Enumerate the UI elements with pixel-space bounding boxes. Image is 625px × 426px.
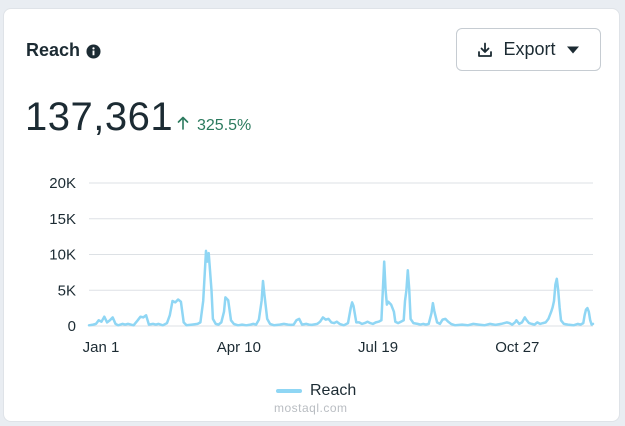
metric-change: 325.5% [177, 116, 251, 135]
download-icon [477, 42, 493, 58]
x-tick-label: Jan 1 [83, 339, 120, 356]
reach-chart: 0 5K 10K 15K 20K Jan 1 Apr 10 Jul 19 Oct 27 [49, 175, 595, 356]
export-button[interactable]: Export [456, 28, 601, 71]
chart-legend[interactable]: Reach [276, 382, 356, 400]
reach-card: Reach Export 137,361 [3, 8, 620, 422]
watermark: mostaql.com [274, 401, 348, 415]
x-tick-label: Apr 10 [217, 339, 261, 356]
x-tick-label: Jul 19 [358, 339, 398, 356]
metric-value: 137,361 [25, 95, 174, 139]
y-tick-label: 0 [68, 318, 76, 335]
metric-change-value: 325.5% [197, 116, 252, 134]
x-tick-label: Oct 27 [495, 339, 539, 356]
y-tick-label: 5K [58, 282, 76, 299]
export-label: Export [503, 39, 556, 59]
series-line-reach[interactable] [87, 249, 595, 327]
card-title: Reach [26, 40, 101, 61]
y-tick-label: 15K [49, 211, 76, 228]
card-title-text: Reach [26, 40, 81, 60]
legend-label: Reach [310, 382, 357, 399]
legend-swatch [276, 389, 302, 393]
arrow-up-icon [177, 116, 189, 135]
caret-down-icon [566, 45, 580, 55]
y-tick-label: 20K [49, 175, 76, 192]
y-tick-label: 10K [49, 247, 76, 264]
info-circle-icon[interactable] [86, 43, 101, 59]
